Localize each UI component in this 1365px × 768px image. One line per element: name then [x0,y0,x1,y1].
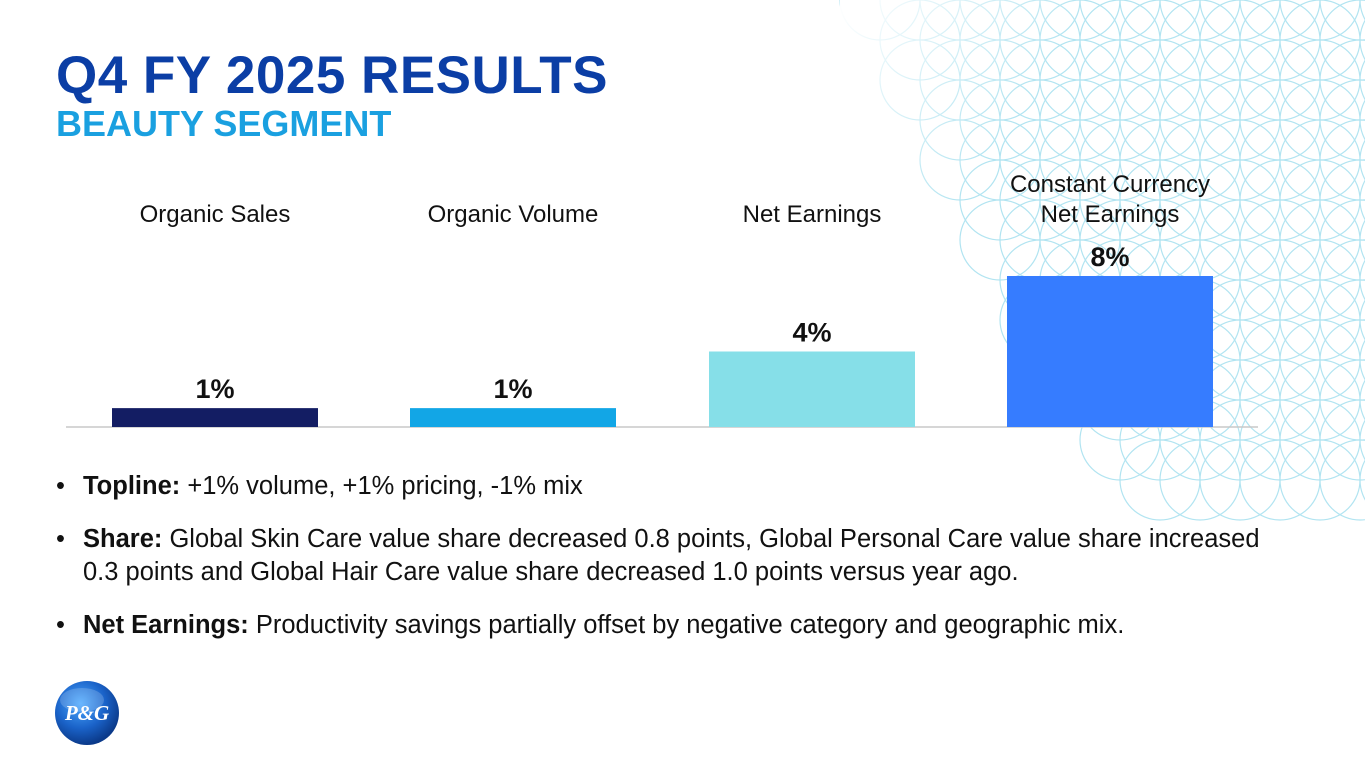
bullet-share-label: Share: [83,525,163,553]
bullet-net-earnings-text: Productivity savings partially offset by… [248,611,1125,639]
bar-2 [709,351,915,427]
bullet-net-earnings: • Net Earnings: Productivity savings par… [56,609,1296,642]
logo-wordmark: P&G [64,701,109,725]
category-label: Constant Currency [1010,171,1210,198]
category-label: Organic Sales [140,201,291,228]
bar-value-label: 4% [792,318,831,348]
bullet-share: • Share: Global Skin Care value share de… [56,523,1296,589]
bullet-dot-icon: • [56,525,65,553]
bullet-topline-text: +1% volume, +1% pricing, -1% mix [180,472,583,500]
bar-value-label: 8% [1090,242,1129,272]
category-label: Organic Volume [428,201,599,228]
page-subtitle: BEAUTY SEGMENT [56,103,392,144]
bar-0 [112,408,318,427]
bullet-share-text: Global Skin Care value share decreased 0… [83,525,1260,586]
pg-logo-icon: P&G [55,681,119,745]
category-label: Net Earnings [743,201,882,228]
bullet-topline-label: Topline: [83,472,181,500]
bullet-dot-icon: • [56,611,65,639]
bullet-list: • Topline: +1% volume, +1% pricing, -1% … [56,470,1296,662]
category-label: Net Earnings [1041,201,1180,228]
bar-value-label: 1% [195,374,234,404]
bullet-dot-icon: • [56,472,65,500]
bar-value-label: 1% [493,374,532,404]
bullet-topline: • Topline: +1% volume, +1% pricing, -1% … [56,470,1296,503]
bullet-net-earnings-label: Net Earnings: [83,611,249,639]
page-title: Q4 FY 2025 RESULTS [56,46,608,105]
bar-1 [410,408,616,427]
bar-3 [1007,276,1213,427]
